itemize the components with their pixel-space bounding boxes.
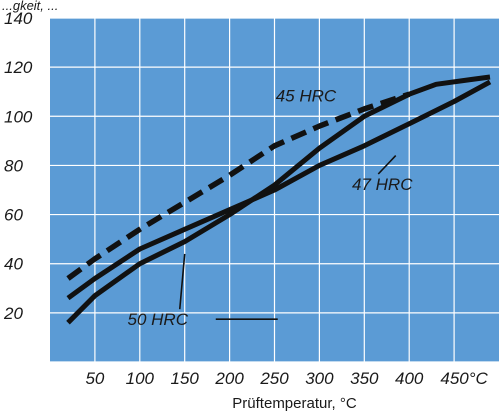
x-tick-label-8: 450°C [440,369,488,388]
x-tick-label-3: 200 [214,369,244,388]
leader-line-1 [377,155,397,175]
series-line-0 [66,91,411,281]
x-tick-label-1: 100 [126,369,155,388]
x-tick-label-7: 400 [395,369,424,388]
series-label-2: 50 HRC [128,310,189,329]
y-tick-label-4: 100 [4,107,33,126]
series-line-1 [66,79,492,301]
x-tick-label-4: 250 [259,369,289,388]
x-tick-label-0: 50 [85,369,104,388]
y-tick-label-6: 140 [4,9,33,28]
y-tick-label-5: 120 [4,58,33,77]
series-labels: 45 HRC 47 HRC 50 HRC [128,87,414,330]
y-tick-label-1: 40 [4,255,23,274]
x-tick-label-2: 150 [171,369,200,388]
series-line-2 [66,74,491,325]
series-label-1: 47 HRC [352,175,413,194]
leader-line-2 [178,253,186,310]
tick-labels: 50 100 150 200 250 300 350 400 450°C 20 40 60 80 100 1… [3,9,489,388]
x-tick-label-6: 350 [350,369,379,388]
top-fragment: ...gkeit, ... [2,0,58,13]
y-tick-label-3: 80 [4,156,23,175]
x-axis-label: Prüftemperatur, °C [232,395,357,412]
series-label-0: 45 HRC [276,87,337,106]
label-leaders [178,155,397,320]
series-lines [66,74,492,325]
x-tick-label-5: 300 [305,369,334,388]
y-tick-label-0: 20 [3,304,23,323]
grid [50,17,499,363]
y-tick-label-2: 60 [4,206,23,225]
